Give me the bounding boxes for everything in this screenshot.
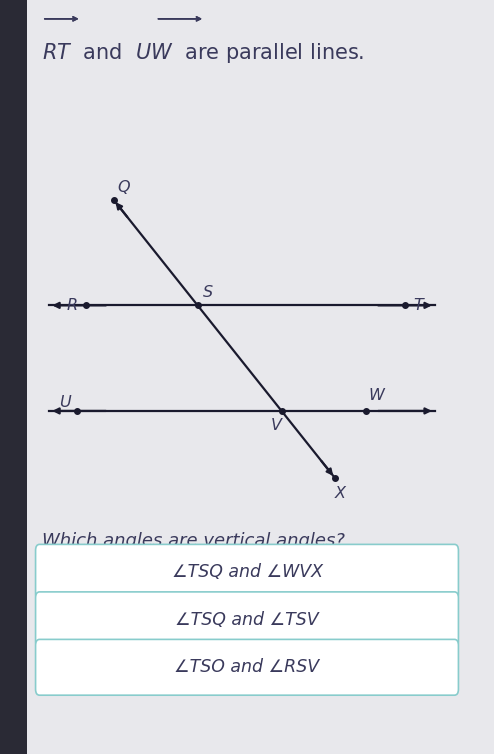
Text: ∠TSO and ∠RSV: ∠TSO and ∠RSV (174, 658, 320, 676)
Text: ∠TSQ and ∠WVX: ∠TSQ and ∠WVX (171, 563, 323, 581)
FancyBboxPatch shape (36, 592, 458, 648)
Text: ∠TSQ and ∠TSV: ∠TSQ and ∠TSV (175, 611, 319, 629)
Text: S: S (203, 286, 213, 300)
Bar (0, 0, 27, 754)
Text: Q: Q (117, 180, 129, 195)
Text: T: T (414, 298, 423, 313)
FancyBboxPatch shape (36, 639, 458, 695)
Text: $\it{RT}$  and  $\it{UW}$  are parallel lines.: $\it{RT}$ and $\it{UW}$ are parallel lin… (42, 41, 364, 66)
Text: W: W (369, 388, 385, 403)
Text: U: U (59, 395, 71, 410)
FancyBboxPatch shape (36, 544, 458, 600)
Text: X: X (335, 486, 346, 501)
Text: Which angles are vertical angles?: Which angles are vertical angles? (42, 532, 345, 550)
Text: V: V (271, 418, 282, 433)
Text: R: R (67, 298, 78, 313)
